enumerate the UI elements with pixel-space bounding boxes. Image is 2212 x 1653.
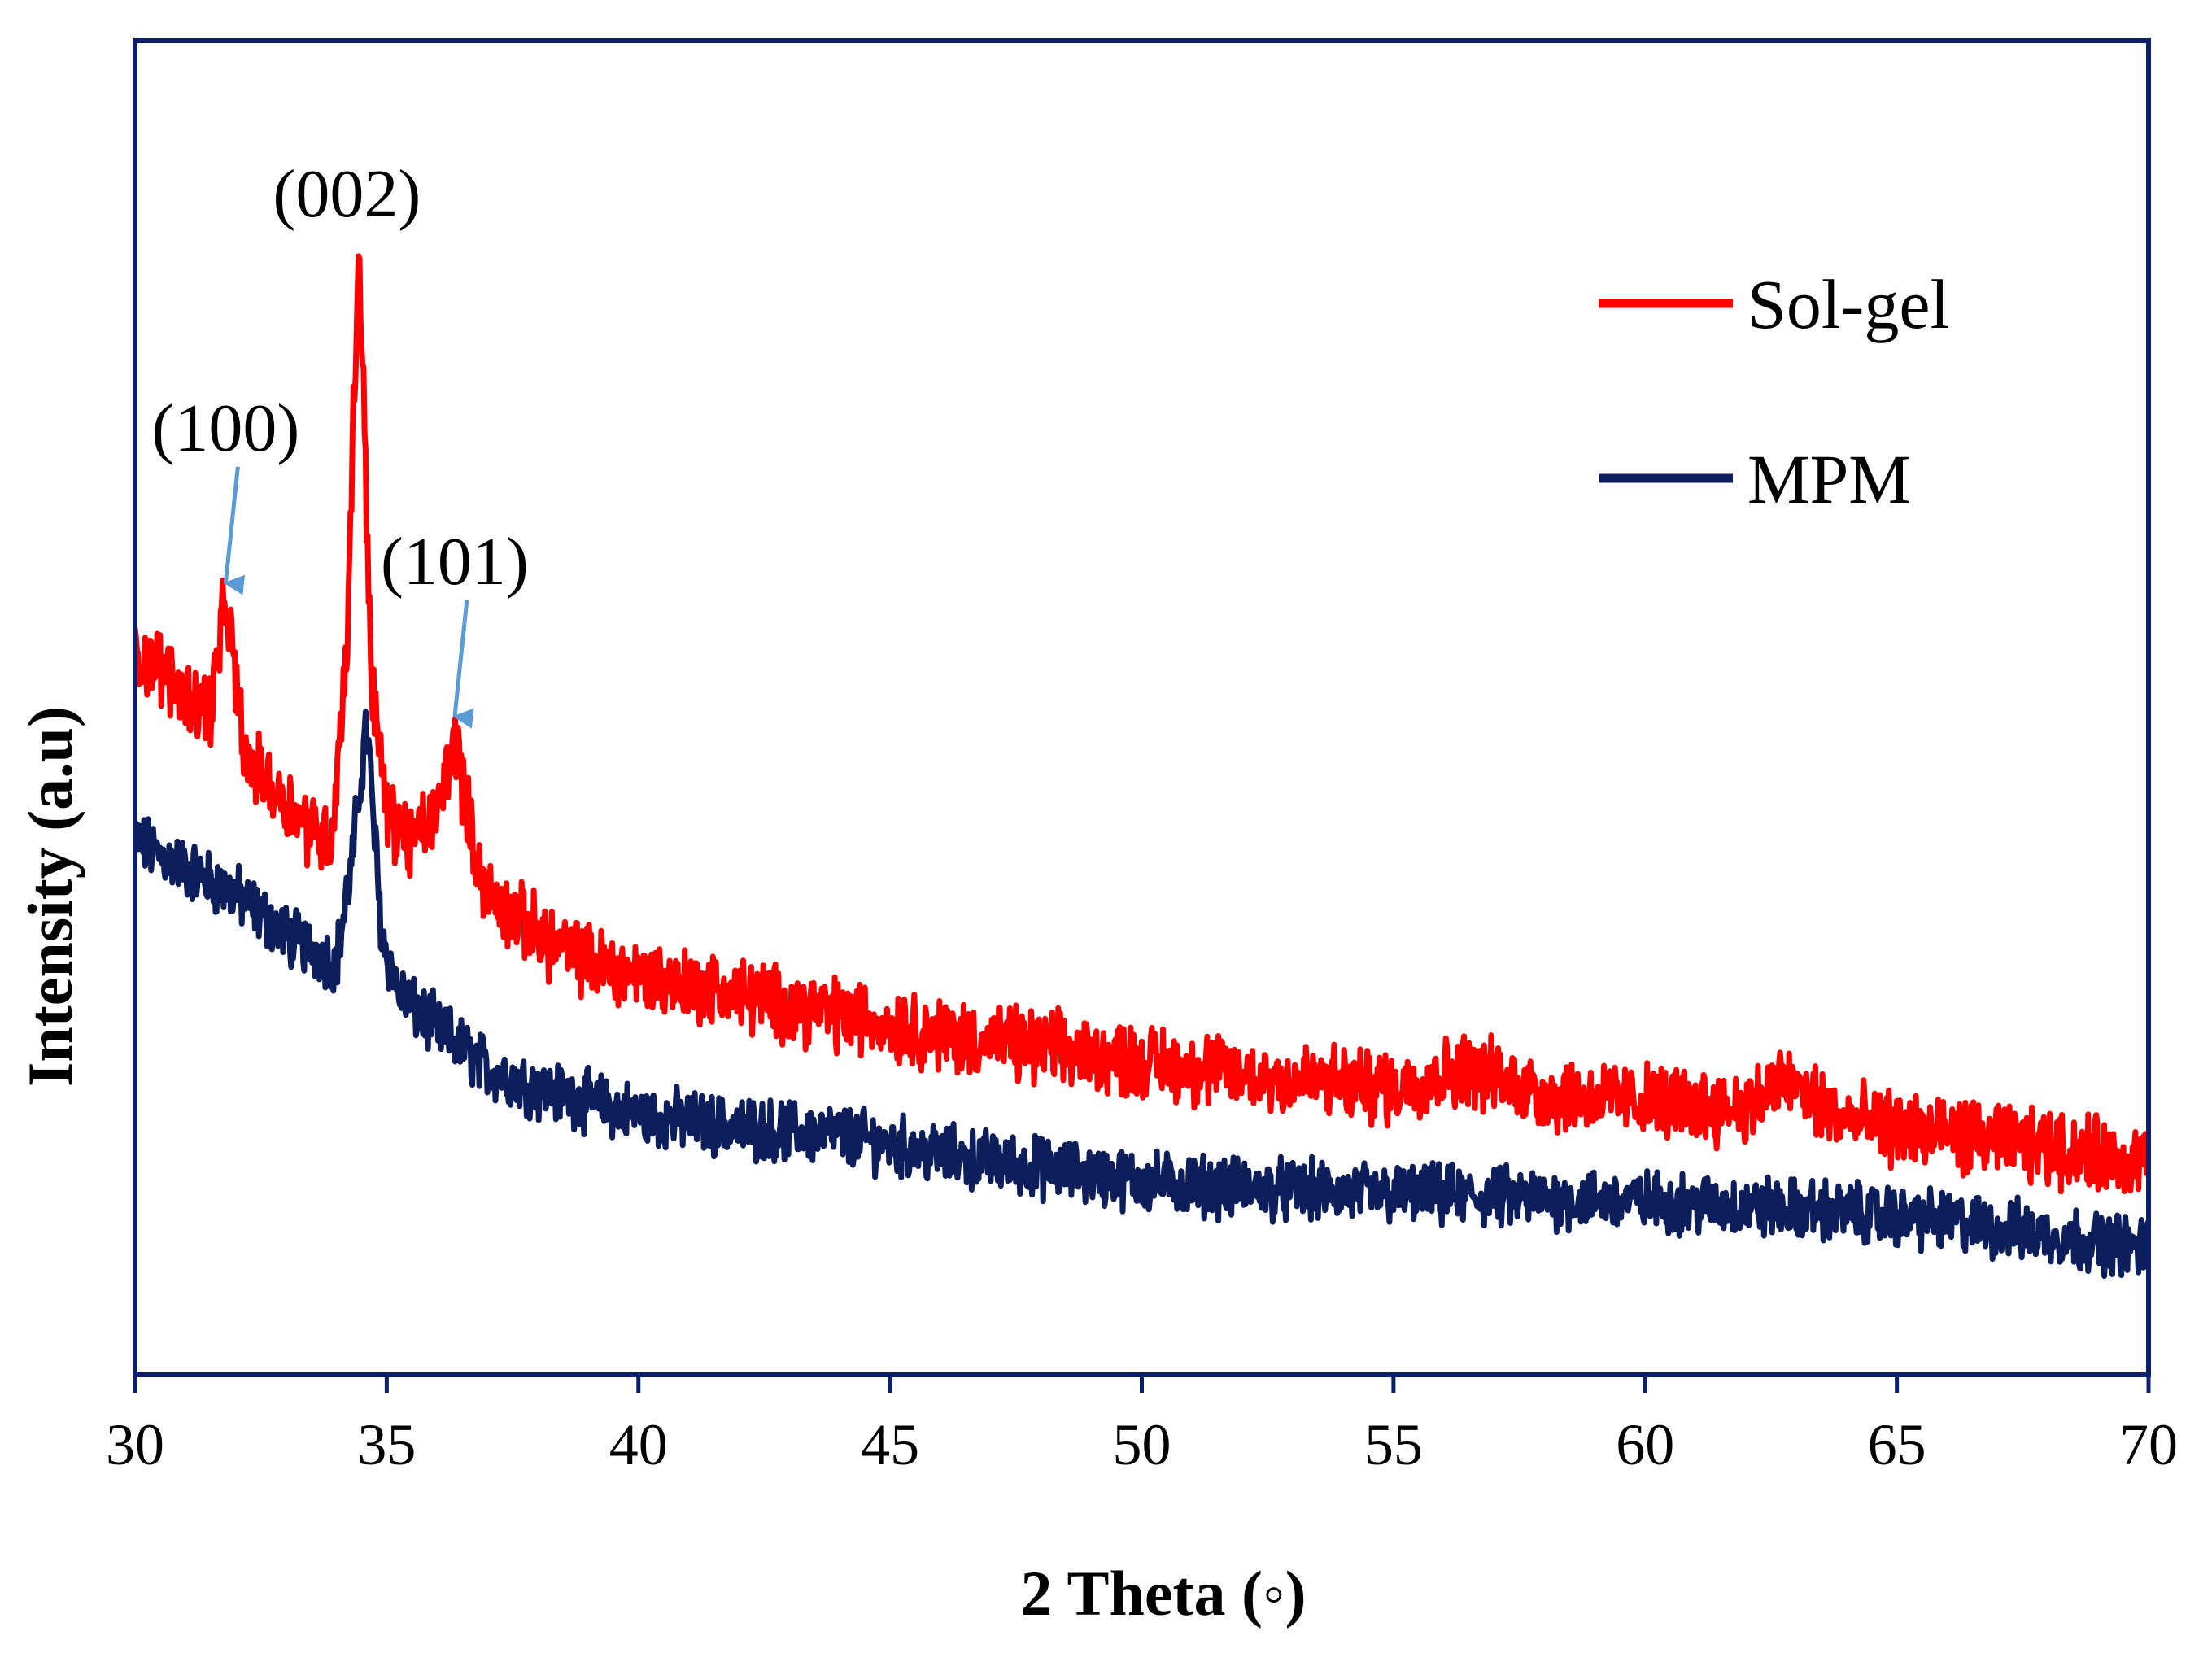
peak-label: (100) — [151, 390, 299, 466]
y-axis-title: Intensity (a.u) — [15, 706, 85, 1087]
x-tick-label: 65 — [1868, 1412, 1926, 1477]
peak-arrow — [223, 466, 246, 595]
peak-label: (101) — [381, 524, 529, 600]
series-line-sol-gel — [135, 253, 2149, 1195]
peak-annotation: (002) — [273, 156, 421, 232]
peak-arrow — [452, 600, 474, 729]
x-tick-label: 70 — [2119, 1412, 2178, 1477]
x-axis: 30 35 40 45 50 55 60 65 70 — [106, 1375, 2178, 1477]
x-axis-title: 2 Theta (◦) — [1020, 1558, 1306, 1629]
x-tick-label: 30 — [106, 1412, 164, 1477]
peak-annotation: (101) — [381, 524, 529, 729]
peak-annotation: (100) — [151, 390, 299, 595]
x-tick-label: 60 — [1616, 1412, 1674, 1477]
series-layer — [135, 253, 2149, 1280]
peak-label: (002) — [273, 156, 421, 232]
series-line-mpm — [135, 709, 2149, 1280]
peak-annotations: (100) (002) (101) — [151, 156, 529, 729]
x-tick-label: 40 — [609, 1412, 668, 1477]
x-tick-label: 35 — [357, 1412, 416, 1477]
legend-label-sol-gel: Sol-gel — [1747, 265, 1949, 343]
legend: Sol-gel MPM — [1599, 265, 1949, 518]
x-tick-label: 45 — [861, 1412, 919, 1477]
x-tick-label: 55 — [1364, 1412, 1423, 1477]
x-tick-label: 50 — [1113, 1412, 1171, 1477]
legend-label-mpm: MPM — [1747, 440, 1911, 518]
